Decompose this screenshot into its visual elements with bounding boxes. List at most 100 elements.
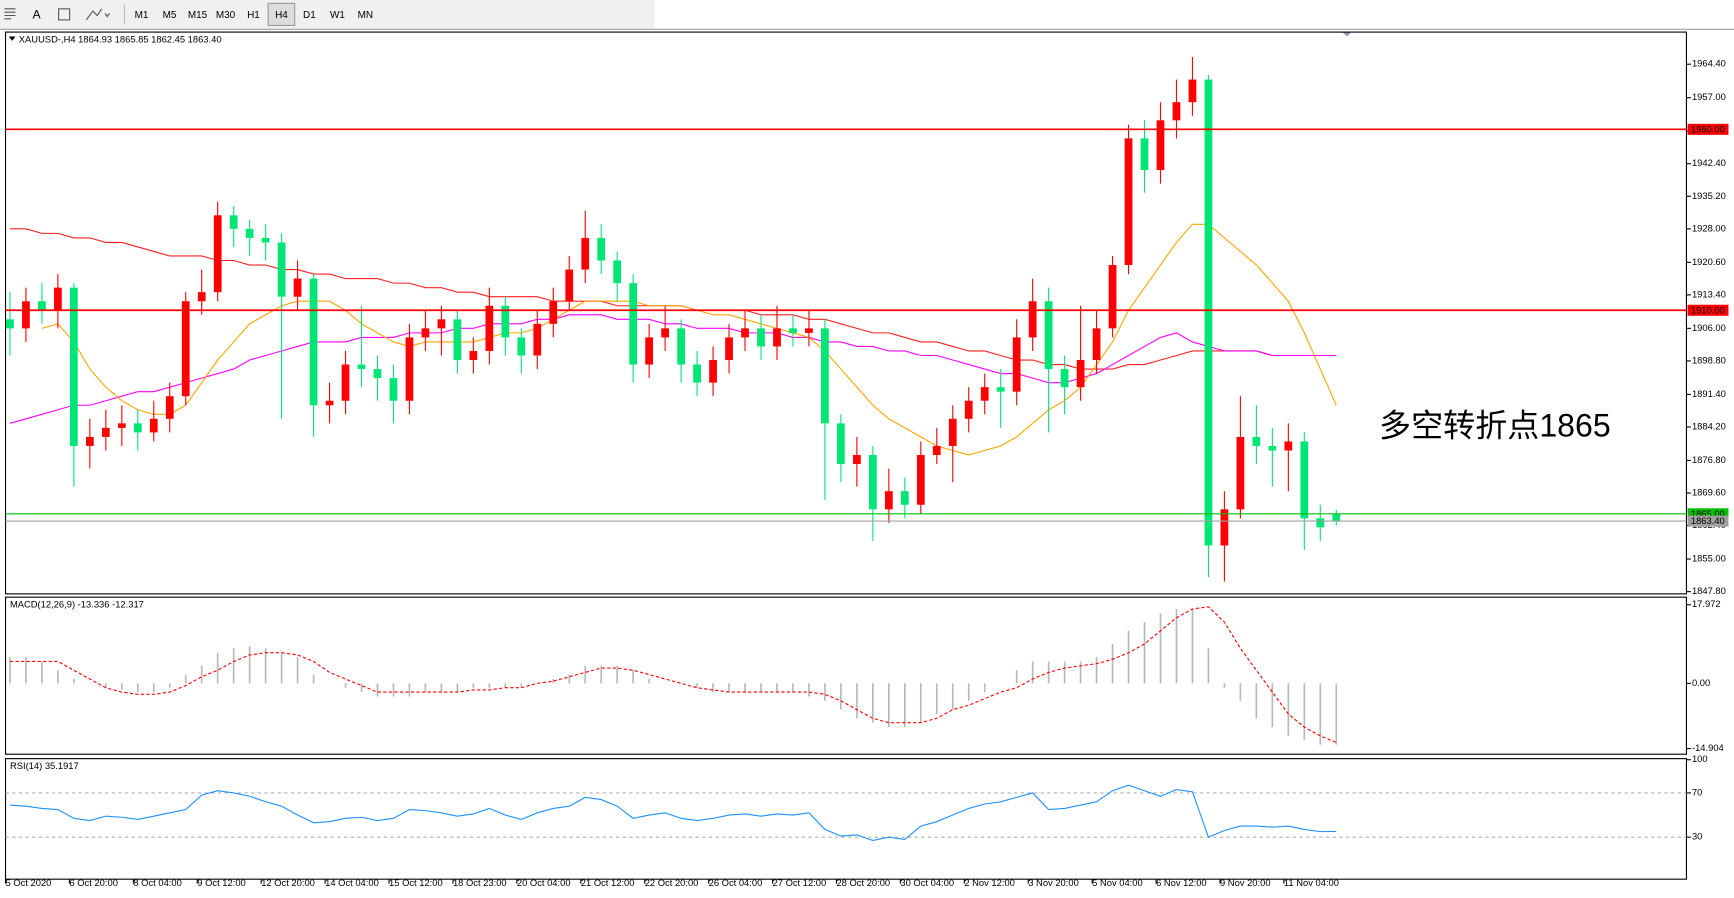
y-tick-label: 1964.40	[1692, 58, 1726, 69]
y-tick-label: 100	[1692, 753, 1708, 764]
price-level-label: 1910.00	[1691, 304, 1725, 315]
candle-body	[629, 283, 638, 365]
candle-body	[533, 323, 542, 356]
crosshair-icon[interactable]	[4, 8, 16, 20]
button-frame[interactable]	[267, 2, 296, 27]
panel-frame	[4, 596, 1688, 755]
candle-body	[22, 301, 30, 329]
label-icon[interactable]	[58, 8, 71, 21]
y-tick-label: 0.00	[1692, 677, 1710, 688]
x-tick-label: 20 Oct 04:00	[517, 877, 571, 888]
moving-average	[9, 314, 1337, 424]
button-label[interactable]: MN	[358, 10, 373, 21]
timeframe-button[interactable]: W1	[324, 3, 351, 26]
candle-body	[38, 301, 46, 311]
candle-body	[501, 305, 510, 338]
candle-body	[805, 328, 813, 333]
panel-title: XAUUSD-,H4 1864.93 1865.85 1862.45 1863.…	[19, 33, 222, 44]
button-label[interactable]: D1	[303, 10, 316, 21]
title-marker	[8, 36, 16, 41]
y-tick-label: -14.904	[1692, 742, 1724, 753]
candle-body	[517, 337, 526, 356]
button-frame[interactable]	[352, 3, 379, 26]
candle-body	[133, 423, 142, 433]
moving-average	[41, 223, 1337, 456]
candle-body	[1204, 79, 1213, 546]
candle-body	[453, 319, 462, 361]
y-tick-label: 1891.40	[1692, 388, 1726, 399]
candle-body	[1092, 328, 1101, 361]
candle-body	[309, 278, 318, 406]
candle-body	[868, 455, 877, 510]
candle-body	[70, 287, 78, 446]
candle-body	[996, 387, 1005, 392]
x-tick-label: 9 Oct 12:00	[197, 877, 245, 888]
y-tick-label: 1906.00	[1692, 322, 1726, 333]
candle-body	[1332, 514, 1341, 522]
button-label[interactable]: H1	[247, 10, 260, 21]
candle-body	[1220, 509, 1229, 546]
candle-body	[645, 337, 654, 365]
candle-body	[1028, 301, 1037, 338]
timeframe-button[interactable]: D1	[296, 3, 323, 26]
y-tick-label: 1884.20	[1692, 420, 1726, 431]
x-tick-label: 22 Oct 20:00	[645, 877, 699, 888]
x-tick-label: 3 Nov 20:00	[1028, 877, 1079, 888]
x-tick-label: 18 Oct 23:00	[453, 877, 507, 888]
candle-body	[709, 360, 717, 383]
y-tick-label: 1942.40	[1692, 157, 1726, 168]
toolbar-icons	[4, 4, 125, 25]
timeframe-button[interactable]: M1	[128, 3, 155, 26]
x-tick-label: 2 Nov 12:00	[964, 877, 1015, 888]
candle-body	[181, 301, 190, 397]
button-frame[interactable]	[212, 3, 239, 26]
objects-icon[interactable]	[85, 8, 110, 21]
panel-frame	[4, 31, 1688, 595]
price-level-label: 1863.40	[1691, 515, 1725, 526]
button-frame[interactable]	[240, 3, 267, 26]
button-frame[interactable]	[184, 3, 211, 26]
candle-body	[405, 337, 414, 401]
candle-body	[389, 378, 398, 401]
timeframe-button[interactable]: H1	[240, 3, 267, 26]
button-frame[interactable]	[128, 3, 155, 26]
timeframe-button[interactable]: MN	[352, 3, 379, 26]
candle-body	[1316, 518, 1325, 528]
x-tick-label: 8 Oct 04:00	[133, 877, 181, 888]
button-frame[interactable]	[324, 3, 351, 26]
y-tick-label: 1920.60	[1692, 256, 1726, 267]
candle-body	[757, 328, 765, 347]
x-tick-label: 5 Oct 2020	[6, 877, 52, 888]
timeframe-button[interactable]: H4	[267, 2, 296, 27]
x-tick-label: 14 Oct 04:00	[325, 877, 379, 888]
x-tick-label: 5 Nov 04:00	[1092, 877, 1143, 888]
timeframe-button[interactable]: M15	[184, 3, 211, 26]
button-label[interactable]: W1	[330, 10, 345, 21]
candle-body	[245, 228, 254, 238]
candle-body	[789, 328, 797, 333]
candle-body	[325, 400, 334, 406]
button-label[interactable]: M15	[188, 10, 208, 21]
candle-body	[357, 364, 366, 370]
button-label[interactable]: M5	[163, 10, 177, 21]
button-label[interactable]: H4	[275, 10, 288, 21]
candle-body	[437, 319, 446, 329]
timeframe-button[interactable]: M30	[212, 3, 239, 26]
text-tool[interactable]: A	[32, 8, 41, 22]
button-frame[interactable]	[296, 3, 323, 26]
candle-body	[741, 328, 749, 338]
candle-body	[54, 287, 62, 311]
button-frame[interactable]	[156, 3, 183, 26]
candle-body	[85, 436, 94, 446]
y-tick-label: 70	[1692, 786, 1702, 797]
button-label[interactable]: M30	[216, 10, 236, 21]
button-label[interactable]: M1	[135, 10, 149, 21]
candle-body	[980, 387, 989, 401]
candle-body	[1188, 79, 1197, 103]
timeframe-button[interactable]: M5	[156, 3, 183, 26]
x-tick-label: 27 Oct 12:00	[773, 877, 827, 888]
price-level-box	[1687, 304, 1729, 316]
candle-body	[948, 418, 957, 446]
y-tick-label: 1876.80	[1692, 454, 1726, 465]
